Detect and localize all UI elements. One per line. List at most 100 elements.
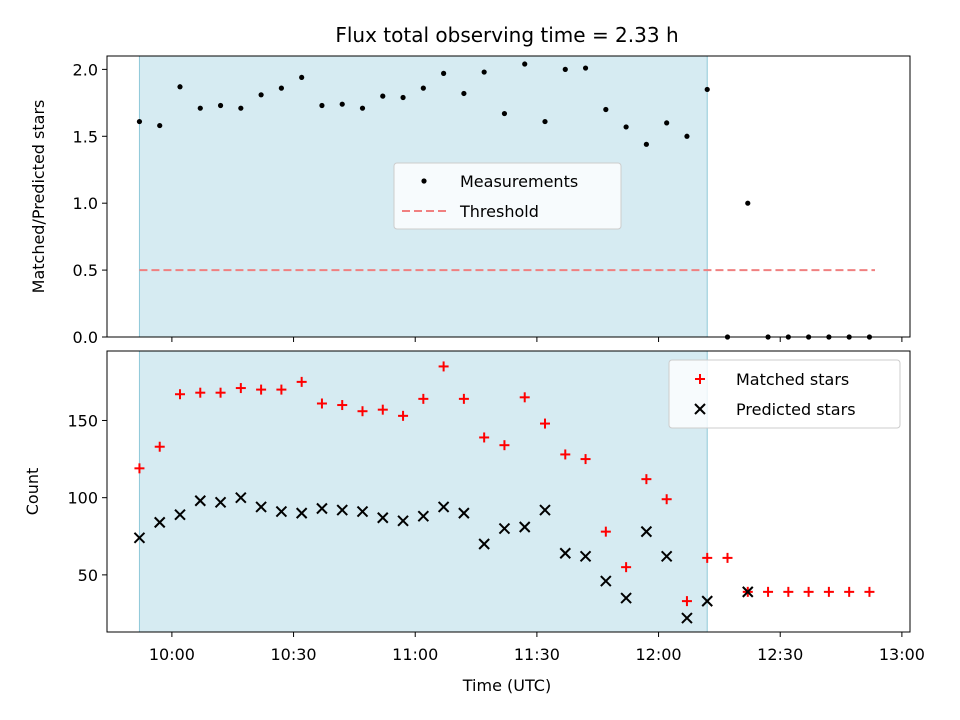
predicted-star-point xyxy=(559,547,571,559)
x-b xyxy=(742,586,754,598)
x-b xyxy=(194,495,206,507)
measurement-point xyxy=(481,69,487,75)
matched-star-point xyxy=(621,562,632,573)
top-y-axis-label: Matched/Predicted stars xyxy=(29,100,48,294)
predicted-star-point xyxy=(417,510,430,522)
x-tick-label: 12:30 xyxy=(757,645,803,664)
measurement-point xyxy=(400,94,406,101)
x-tick-label: 11:30 xyxy=(514,645,560,664)
predicted-star-point xyxy=(660,550,673,563)
x-b xyxy=(600,575,612,587)
measurement-point xyxy=(238,105,244,111)
predicted-star-point xyxy=(579,550,592,563)
measurement-point xyxy=(664,120,670,126)
measurement-point xyxy=(197,105,203,111)
matched-star-point xyxy=(519,392,530,403)
measurement-point xyxy=(380,93,386,99)
x-axis-label: Time (UTC) xyxy=(462,676,551,695)
x-tick-label: 12:00 xyxy=(636,645,682,664)
matched-star-point xyxy=(661,494,672,505)
measurement-point xyxy=(623,124,629,130)
top-y-ticks: 0.0 0.5 1.0 1.5 2.0 xyxy=(73,60,107,347)
legend-predicted-marker xyxy=(694,403,706,415)
legend-threshold-label: Threshold xyxy=(459,202,539,221)
predicted-star-point xyxy=(458,507,470,519)
measurement-point xyxy=(501,110,508,117)
x-b xyxy=(235,491,247,504)
x-b xyxy=(694,403,706,415)
matched-star-point xyxy=(540,418,550,429)
predicted-star-point xyxy=(539,504,551,516)
bottom-legend: Matched stars Predicted stars xyxy=(668,359,901,429)
x-b xyxy=(255,501,267,513)
predicted-star-point xyxy=(701,595,713,607)
matched-star-point xyxy=(154,441,165,452)
measurement-point xyxy=(299,74,305,81)
matched-star-point xyxy=(377,404,388,415)
predicted-star-point xyxy=(437,501,450,513)
x-b xyxy=(478,538,490,550)
x-b xyxy=(275,505,288,518)
x-b xyxy=(316,502,328,515)
x-b xyxy=(214,496,227,509)
matched-star-point xyxy=(235,383,246,394)
predicted-star-point xyxy=(478,538,490,550)
measurement-point xyxy=(582,65,589,71)
matched-star-point xyxy=(722,552,733,563)
bottom-y-tick-label: 50 xyxy=(78,566,98,585)
legend-x xyxy=(694,403,706,415)
top-panel: 0.00.51.01.52.0 Matched/Predicted stars … xyxy=(29,55,911,347)
legend-matched-label: Matched stars xyxy=(736,370,849,389)
matched-star-point xyxy=(458,393,469,404)
x-b xyxy=(336,504,348,516)
predicted-star-point xyxy=(295,507,308,519)
matched-star-point xyxy=(844,586,855,597)
predicted-star-point xyxy=(681,612,693,624)
matched-star-point xyxy=(276,384,287,395)
predicted-star-point xyxy=(194,495,206,507)
x-b xyxy=(660,550,673,563)
measurement-point xyxy=(157,122,163,129)
x-b xyxy=(620,592,632,604)
matched-star-point xyxy=(316,398,327,409)
measurement-point xyxy=(441,70,447,76)
measurement-point xyxy=(319,102,325,109)
top-y-tick-label: 1.5 xyxy=(73,127,98,146)
predicted-star-point xyxy=(255,501,267,513)
matched-star-point xyxy=(823,586,834,597)
x-b xyxy=(397,515,409,527)
measurement-point xyxy=(217,102,224,109)
legend-matched-marker xyxy=(695,374,705,384)
measurement-point xyxy=(177,84,183,90)
top-axes-frame xyxy=(106,55,911,338)
matched-star-point xyxy=(783,586,794,597)
predicted-star-point xyxy=(356,505,369,518)
measurement-point xyxy=(522,61,528,67)
predicted-star-point xyxy=(214,496,227,509)
matched-star-point xyxy=(398,410,409,421)
measurement-point xyxy=(704,86,710,93)
bottom-y-tick-label: 100 xyxy=(67,489,98,508)
matched-star-point xyxy=(681,596,692,607)
predicted-star-point xyxy=(640,525,653,538)
predicted-star-point xyxy=(519,521,531,533)
x-b xyxy=(417,510,430,522)
bottom-y-axis-label: Count xyxy=(23,468,42,516)
matched-star-point xyxy=(864,586,875,597)
x-b xyxy=(437,501,450,513)
top-legend: Measurements Threshold xyxy=(393,162,622,230)
measurement-point xyxy=(258,92,264,98)
x-b xyxy=(498,522,511,535)
top-y-tick-label: 0.5 xyxy=(73,261,98,280)
x-tick-label: 10:00 xyxy=(149,645,195,664)
predicted-star-point xyxy=(742,586,754,598)
measurement-point xyxy=(359,105,366,111)
x-b xyxy=(559,547,571,559)
matched-star-point xyxy=(641,474,652,485)
top-x-ticks xyxy=(171,337,903,342)
predicted-star-point xyxy=(498,522,511,535)
bottom-y-ticks: 50 100 150 xyxy=(67,411,107,585)
matched-star-point xyxy=(195,387,206,398)
